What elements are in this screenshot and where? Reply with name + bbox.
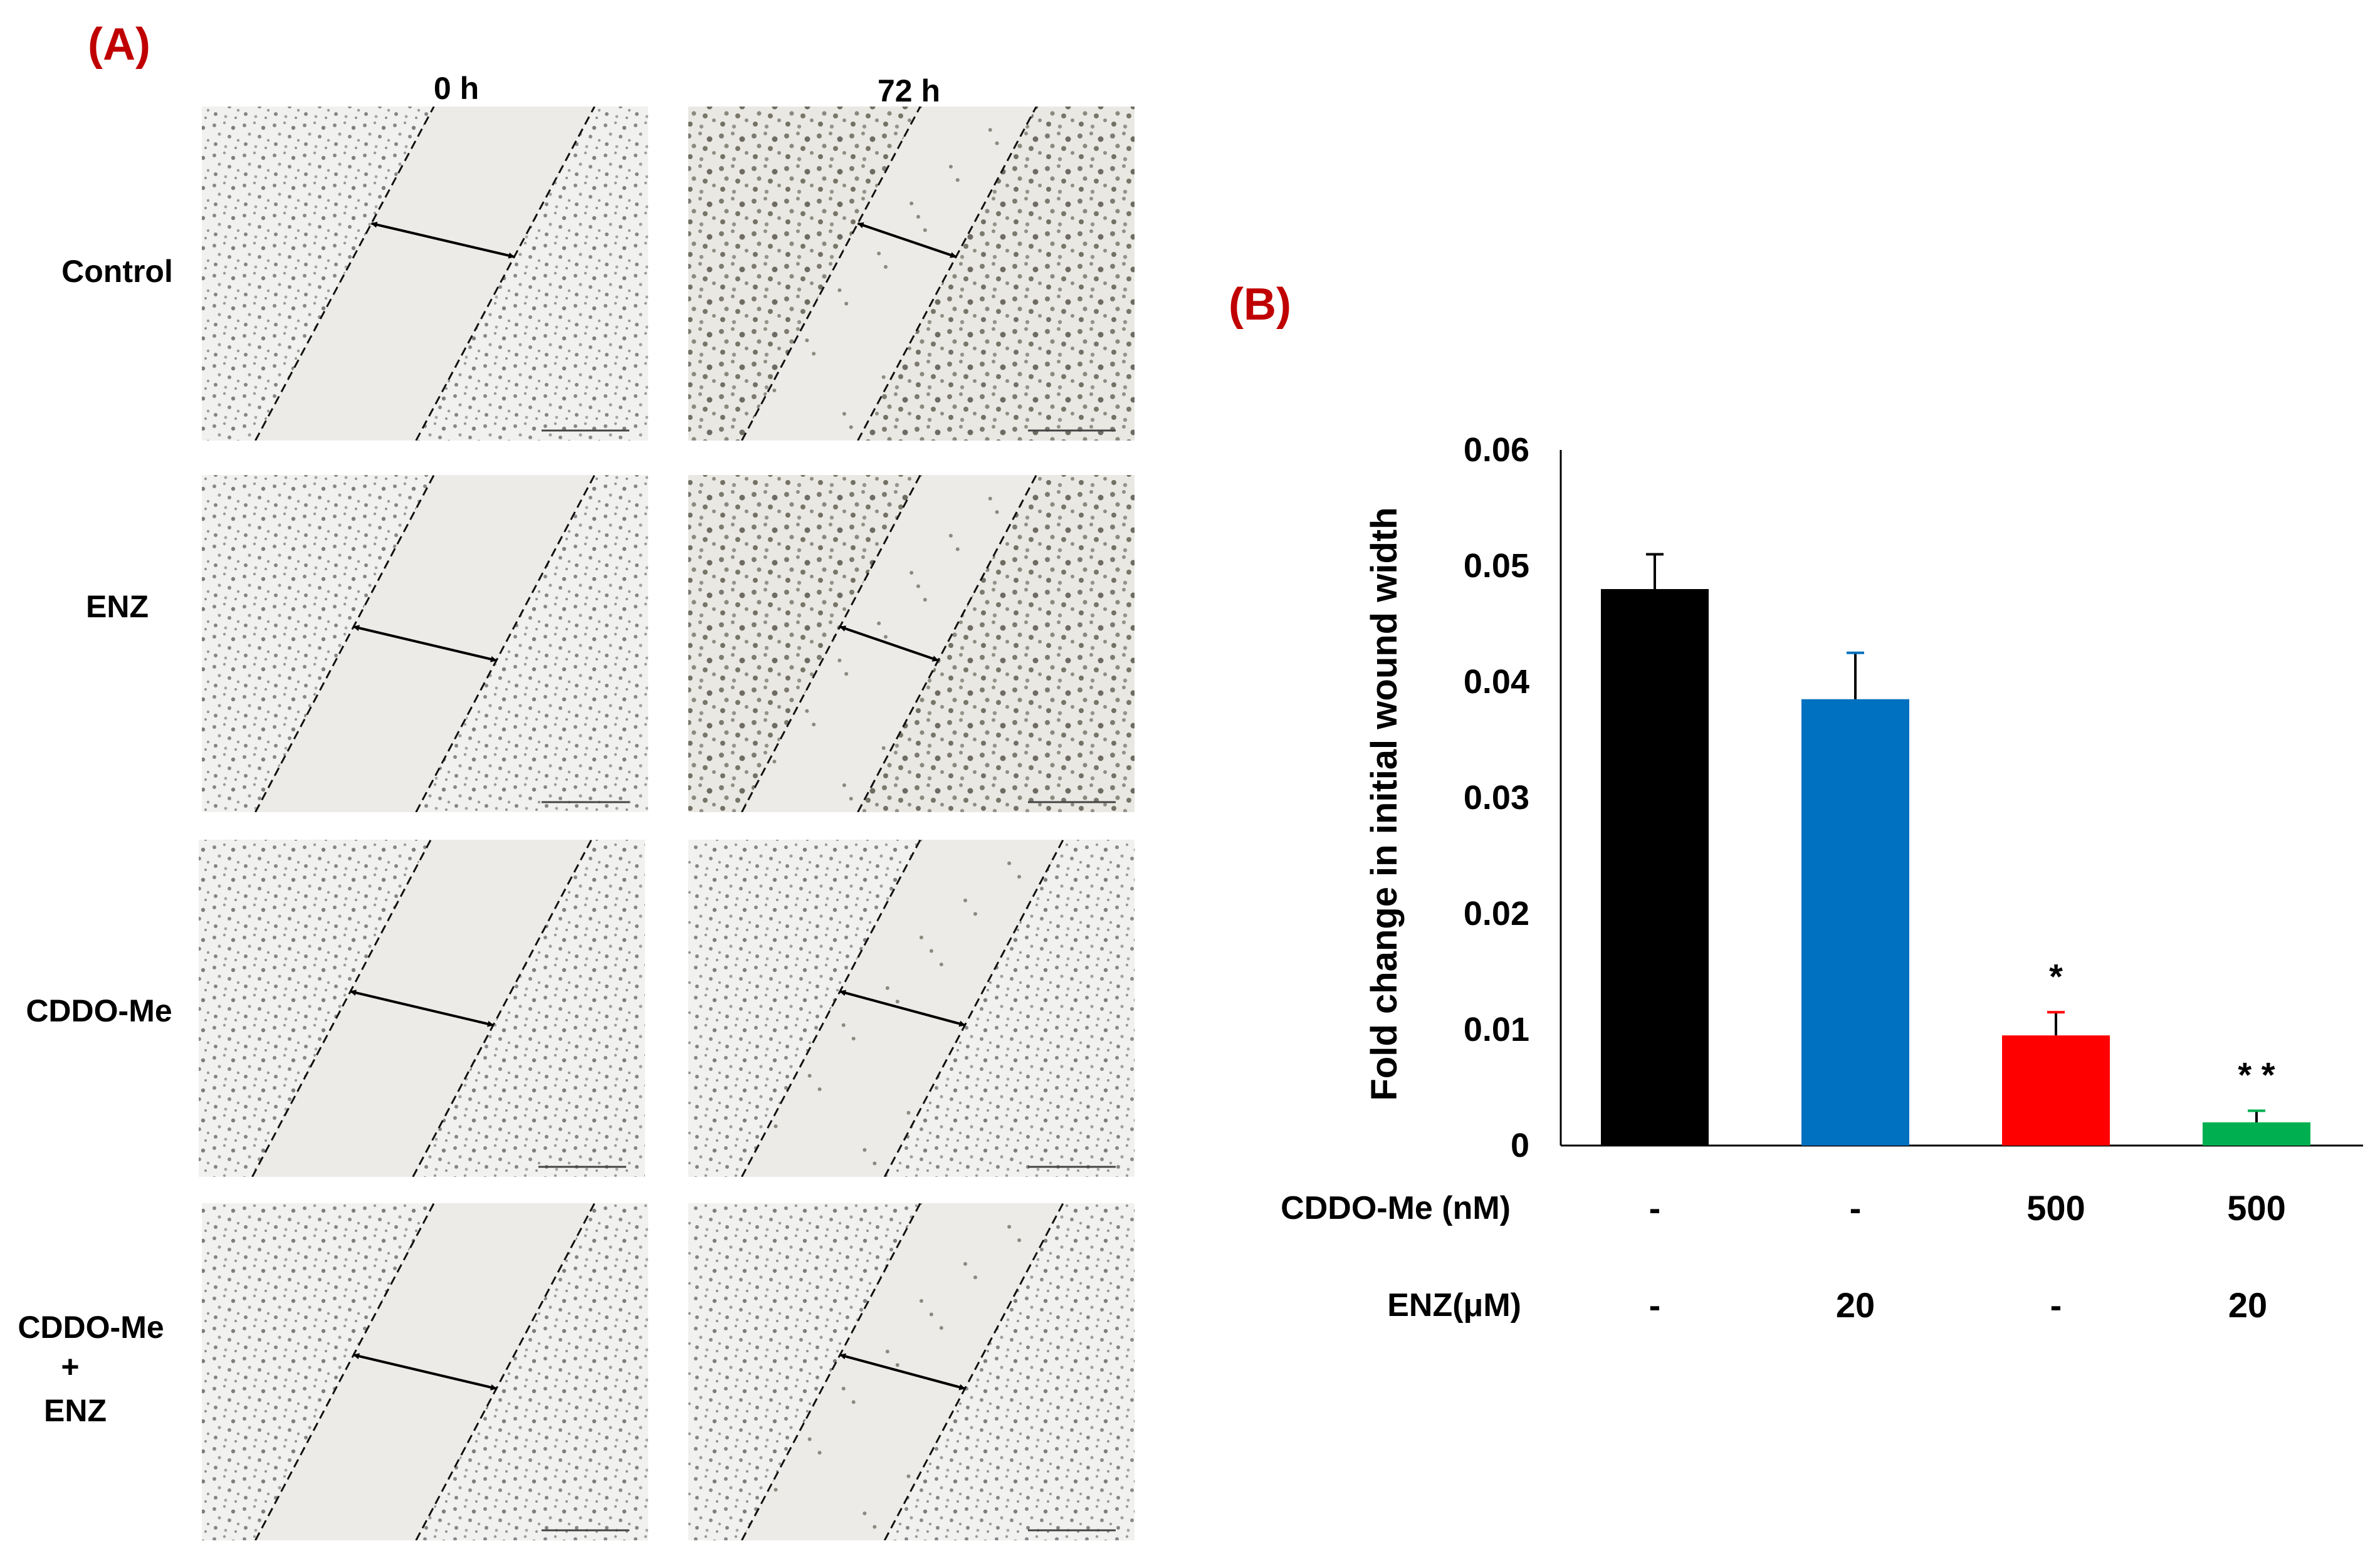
- condition-value-r2-c3: -: [2050, 1285, 2062, 1325]
- wound-width-arrow: [350, 989, 494, 1027]
- bar-3: [2002, 1035, 2110, 1146]
- y-axis-label: Fold change in initial wound width: [1364, 507, 1405, 1100]
- panel-a-label: (A): [88, 19, 150, 70]
- error-bar-2: [1847, 651, 1864, 699]
- bar-chart: Fold change in initial wound width 0.06 0…: [1281, 431, 2363, 1325]
- row-label-control: Control: [61, 254, 173, 289]
- significance-mark-4: * *: [2238, 1055, 2275, 1095]
- bar-4: [2203, 1122, 2310, 1146]
- y-tick-label: 0.02: [1464, 895, 1529, 932]
- y-tick-label: 0.03: [1464, 779, 1529, 817]
- y-tick-label: 0.01: [1464, 1011, 1529, 1048]
- wound-width-arrow: [839, 1353, 966, 1391]
- panel-b-label: (B): [1229, 279, 1291, 330]
- y-tick-label: 0.05: [1464, 547, 1529, 585]
- error-bar-4: [2248, 1109, 2265, 1122]
- y-tick-label: 0.06: [1464, 431, 1529, 469]
- wound-width-arrow: [353, 625, 497, 662]
- condition-value-r1-c1: -: [1649, 1188, 1661, 1228]
- significance-mark-3: *: [2049, 956, 2063, 996]
- condition-value-r1-c3: 500: [2026, 1188, 2085, 1228]
- row-label-combo-line3: ENZ: [44, 1393, 107, 1428]
- condition-value-r1-c4: 500: [2227, 1188, 2285, 1228]
- error-bar-3: [2047, 1011, 2065, 1036]
- row-label-enz: ENZ: [86, 589, 149, 624]
- micrograph-r2-c2: [688, 475, 1135, 812]
- micrograph-r3-c1: [199, 840, 645, 1177]
- condition-value-r2-c1: -: [1649, 1285, 1661, 1325]
- row-label-cddo-me: CDDO-Me: [26, 993, 172, 1028]
- error-bar-1: [1646, 553, 1664, 589]
- condition-row-label-1: CDDO-Me (nM): [1281, 1190, 1511, 1226]
- row-label-combo-line2: +: [61, 1349, 79, 1384]
- micrograph-r4-c2: [688, 1203, 1135, 1540]
- condition-value-r2-c4: 20: [2228, 1285, 2267, 1325]
- condition-value-r2-c2: 20: [1836, 1285, 1875, 1325]
- wound-width-arrow: [370, 221, 515, 259]
- bar-1: [1601, 589, 1709, 1146]
- micrograph-r1-c2: [688, 107, 1135, 441]
- micrograph-grid: [199, 107, 1135, 1540]
- column-header-0h: 0 h: [434, 71, 479, 106]
- condition-value-r1-c2: -: [1850, 1188, 1862, 1228]
- micrograph-r4-c1: [202, 1203, 648, 1540]
- micrograph-r3-c2: [688, 840, 1135, 1177]
- condition-row-label-2: ENZ(μM): [1387, 1287, 1521, 1324]
- micrograph-r2-c1: [202, 475, 648, 812]
- y-tick-label: 0.04: [1464, 663, 1529, 701]
- wound-width-arrow: [839, 625, 939, 662]
- y-tick-label: 0: [1511, 1127, 1529, 1164]
- column-header-72h: 72 h: [878, 73, 940, 108]
- wound-width-arrow: [857, 222, 957, 258]
- bar-2: [1801, 699, 1909, 1146]
- wound-width-arrow: [839, 989, 966, 1027]
- wound-width-arrow: [353, 1353, 497, 1391]
- micrograph-r1-c1: [202, 107, 648, 441]
- row-label-combo-line1: CDDO-Me: [18, 1310, 164, 1345]
